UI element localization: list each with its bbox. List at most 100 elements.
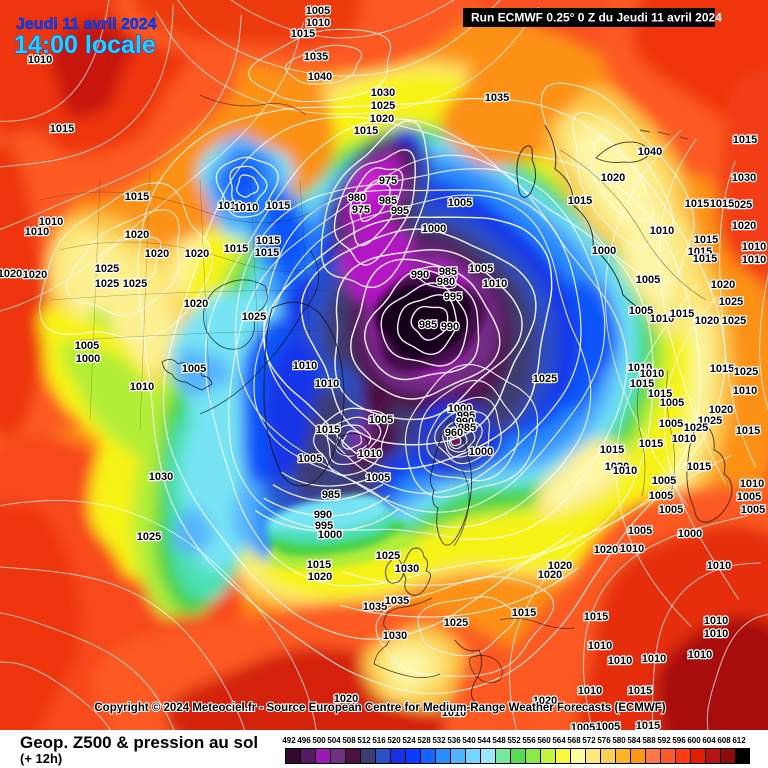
svg-text:1020: 1020 [308, 571, 332, 583]
svg-text:1000: 1000 [678, 528, 702, 540]
svg-text:1015: 1015 [291, 28, 315, 40]
svg-text:1015: 1015 [687, 461, 711, 473]
svg-text:1005: 1005 [660, 397, 684, 409]
svg-text:975: 975 [379, 175, 397, 187]
svg-text:1005: 1005 [366, 472, 390, 484]
svg-text:1020: 1020 [709, 404, 733, 416]
svg-text:1010: 1010 [613, 465, 637, 477]
svg-text:1015: 1015 [685, 198, 709, 210]
svg-text:1015: 1015 [736, 425, 760, 437]
svg-text:1010: 1010 [578, 685, 602, 697]
svg-text:1015: 1015 [307, 559, 331, 571]
svg-text:1010: 1010 [650, 313, 674, 325]
svg-text:1005: 1005 [596, 721, 620, 730]
svg-text:1005: 1005 [649, 490, 673, 502]
svg-text:1010: 1010 [704, 615, 728, 627]
svg-text:990: 990 [456, 416, 474, 428]
svg-text:975: 975 [352, 204, 370, 216]
svg-text:1005: 1005 [369, 414, 393, 426]
svg-text:1020: 1020 [732, 220, 756, 232]
svg-text:1010: 1010 [640, 368, 664, 380]
svg-text:1020: 1020 [711, 279, 735, 291]
svg-text:1015: 1015 [584, 611, 608, 623]
svg-text:1015: 1015 [600, 444, 624, 456]
svg-text:1005: 1005 [298, 453, 322, 465]
svg-text:1025: 1025 [722, 315, 746, 327]
svg-text:1020: 1020 [145, 248, 169, 260]
svg-text:990: 990 [411, 269, 429, 281]
svg-text:1010: 1010 [315, 378, 339, 390]
svg-text:1035: 1035 [304, 51, 328, 63]
svg-text:985: 985 [439, 266, 457, 278]
svg-text:1010: 1010 [39, 216, 63, 228]
svg-text:1005: 1005 [75, 340, 99, 352]
svg-text:1005: 1005 [182, 363, 206, 375]
svg-text:1015: 1015 [568, 195, 592, 207]
svg-text:1025: 1025 [242, 311, 266, 323]
svg-text:1005: 1005 [737, 491, 761, 503]
svg-text:1030: 1030 [395, 563, 419, 575]
svg-text:1035: 1035 [363, 601, 387, 613]
svg-text:1025: 1025 [95, 278, 119, 290]
svg-text:1010: 1010 [707, 560, 731, 572]
svg-text:990: 990 [314, 509, 332, 521]
svg-text:1035: 1035 [385, 595, 409, 607]
svg-text:1015: 1015 [693, 253, 717, 265]
svg-text:1010: 1010 [650, 225, 674, 237]
svg-text:1020: 1020 [23, 269, 47, 281]
svg-text:1010: 1010 [642, 653, 666, 665]
svg-text:995: 995 [457, 410, 475, 422]
svg-text:1020: 1020 [605, 461, 629, 473]
svg-text:1010: 1010 [218, 200, 242, 212]
svg-text:1010: 1010 [620, 543, 644, 555]
svg-text:1020: 1020 [0, 268, 22, 280]
svg-text:1015: 1015 [266, 200, 290, 212]
svg-text:1010: 1010 [234, 202, 258, 214]
svg-text:1015: 1015 [125, 191, 149, 203]
svg-text:1005: 1005 [636, 274, 660, 286]
svg-text:1000: 1000 [76, 353, 100, 365]
svg-text:1000: 1000 [318, 529, 342, 541]
svg-text:1015: 1015 [710, 363, 734, 375]
svg-text:1035: 1035 [485, 92, 509, 104]
svg-text:Copyright © 2024 Meteociel.fr: Copyright © 2024 Meteociel.fr - Source E… [94, 702, 665, 714]
svg-text:1025: 1025 [376, 550, 400, 562]
svg-text:1015: 1015 [636, 720, 660, 730]
svg-text:980: 980 [348, 192, 366, 204]
svg-text:995: 995 [391, 205, 409, 217]
svg-text:1020: 1020 [370, 113, 394, 125]
svg-text:1005: 1005 [652, 475, 676, 487]
svg-text:1015: 1015 [512, 607, 536, 619]
svg-text:14:00 locale: 14:00 locale [14, 31, 156, 59]
svg-text:1040: 1040 [638, 146, 662, 158]
svg-text:1025: 1025 [123, 278, 147, 290]
svg-text:1005: 1005 [448, 197, 472, 209]
svg-text:995: 995 [444, 291, 462, 303]
svg-text:1025: 1025 [728, 199, 752, 211]
svg-text:995: 995 [315, 520, 333, 532]
svg-text:1005: 1005 [306, 5, 330, 17]
svg-text:1025: 1025 [734, 366, 758, 378]
svg-text:1015: 1015 [688, 246, 712, 258]
svg-text:1015: 1015 [224, 243, 248, 255]
svg-text:1015: 1015 [694, 234, 718, 246]
svg-text:1000: 1000 [448, 403, 472, 415]
svg-text:1025: 1025 [371, 100, 395, 112]
svg-text:1025: 1025 [95, 263, 119, 275]
svg-text:1010: 1010 [740, 478, 764, 490]
svg-text:1005: 1005 [629, 305, 653, 317]
svg-text:1010: 1010 [483, 278, 507, 290]
svg-text:1010: 1010 [688, 649, 712, 661]
svg-text:1015: 1015 [733, 134, 757, 146]
svg-text:1015: 1015 [639, 438, 663, 450]
svg-text:1015: 1015 [630, 378, 654, 390]
svg-text:1020: 1020 [594, 544, 618, 556]
svg-text:1005: 1005 [659, 504, 683, 516]
svg-text:1010: 1010 [672, 433, 696, 445]
svg-text:1015: 1015 [50, 123, 74, 135]
svg-text:1010: 1010 [742, 254, 766, 266]
svg-text:985: 985 [458, 422, 476, 434]
svg-text:1000: 1000 [422, 223, 446, 235]
svg-text:1030: 1030 [149, 471, 173, 483]
svg-text:1010: 1010 [28, 54, 52, 66]
